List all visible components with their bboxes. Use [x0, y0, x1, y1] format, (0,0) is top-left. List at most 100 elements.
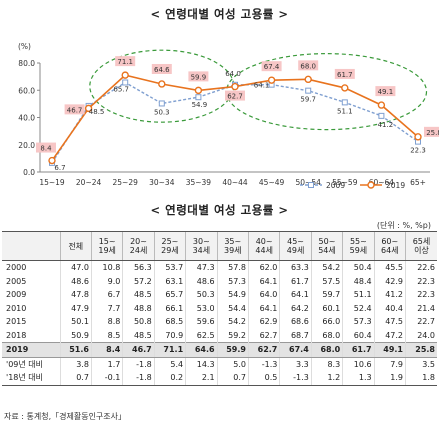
point-2019	[84, 104, 93, 113]
table-cell: 61.7	[342, 342, 375, 358]
table-row: 2010 47.9 7.7 48.8 66.1 53.0 54.4 64.1 64.2 60.1 5…	[2, 301, 437, 315]
table-cell: 70.9	[153, 328, 186, 343]
table-cell: 1.2	[310, 371, 343, 386]
data-label-2009: 59.7	[300, 96, 316, 104]
table-cell: 7.9	[373, 356, 406, 371]
y-tick-label: 0.0	[23, 168, 35, 177]
units-label: (단위 : %, %p)	[376, 221, 431, 230]
table-cell: 59.9	[216, 342, 249, 358]
table-cell: 22.3	[405, 274, 437, 288]
table-cell: 57.8	[216, 260, 249, 275]
table-cell: 54.4	[216, 301, 249, 315]
table-cell: 1.3	[342, 371, 375, 386]
table-cell: 46.7	[122, 342, 155, 358]
table-cell: 54.2	[310, 260, 343, 275]
x-tick-label: 30~34	[149, 178, 175, 187]
table-row: 2009 47.8 6.7 48.5 65.7 50.3 54.9 64.0 64.1 59.7 5…	[2, 288, 437, 302]
table-row: '18년 대비 0.7 -0.1 -1.8 0.2 2.1 0.7 0.5 -1.3 1.2 1.3…	[2, 371, 437, 386]
table-cell: 53.0	[185, 301, 218, 315]
table-cell: '18년 대비	[2, 371, 61, 386]
table-cell: 1.9	[373, 371, 406, 386]
data-label-2019: 71.1	[117, 58, 133, 66]
table-header-cell: 15~ 19세	[90, 231, 123, 261]
x-tick-label: 65+	[410, 178, 426, 187]
table-cell: 56.3	[122, 260, 155, 275]
table-cell: 9.0	[90, 274, 123, 288]
table-cell: 5.4	[153, 356, 186, 371]
table-cell: 51.6	[59, 342, 92, 358]
table-cell: 1.7	[90, 356, 123, 371]
table-cell: 57.2	[122, 274, 155, 288]
table-cell: 71.1	[153, 342, 186, 358]
table-cell: 0.7	[216, 371, 249, 386]
table-cell: 68.0	[310, 328, 343, 343]
table-cell: 64.1	[279, 288, 312, 302]
data-label-2009: 6.7	[54, 164, 65, 172]
table-cell: 8.4	[90, 342, 123, 358]
table-cell: 62.7	[247, 342, 280, 358]
data-label-2019: 46.7	[67, 106, 83, 114]
data-label-2009: 50.3	[154, 108, 170, 116]
table-cell: 3.3	[279, 356, 312, 371]
data-label-2019: 25.8	[426, 129, 439, 137]
table-header-cell: 25~ 29세	[153, 231, 186, 261]
table-cell: 48.6	[59, 274, 92, 288]
point-2019	[304, 75, 312, 84]
data-label-2009: 64.1	[254, 82, 270, 90]
table-cell: 62.9	[247, 315, 280, 329]
table-cell: 2018	[6, 330, 27, 340]
table-header-cell: 65세 이상	[405, 231, 437, 261]
table-cell: 54.2	[216, 315, 249, 329]
y-axis-unit: (%)	[18, 42, 31, 51]
table-cell: 66.1	[153, 301, 186, 315]
table-cell: 3.5	[405, 356, 437, 371]
table-header-cell: 40~ 44세	[247, 231, 280, 261]
table-cell: 48.6	[185, 274, 218, 288]
x-tick-label: 55~59	[332, 178, 358, 187]
table-cell: '09년 대비	[2, 356, 61, 371]
data-label-2019: 62.7	[227, 93, 243, 101]
data-label-2019: 67.4	[264, 63, 280, 71]
y-tick-label: 60.0	[18, 86, 35, 95]
table-cell: 59.2	[216, 328, 249, 343]
table-cell: 8.3	[310, 356, 343, 371]
table-cell: 64.6	[185, 342, 218, 358]
table-cell: 64.0	[247, 288, 280, 302]
data-label-2009: 65.7	[113, 85, 129, 93]
point-2009	[305, 87, 312, 94]
table-header-cell: 45~ 49세	[279, 231, 312, 261]
point-2019	[267, 76, 276, 84]
data-label-box-2019	[298, 60, 319, 71]
legend-label-2009: 2009	[326, 181, 345, 190]
table-cell: 10.6	[342, 356, 375, 371]
data-label-2019: 8.4	[40, 145, 52, 153]
table-cell: 68.7	[279, 328, 312, 343]
data-label-2009: 22.3	[410, 147, 426, 155]
legend-label-2019: 2019	[386, 181, 405, 190]
table-row: 2018 50.9 8.5 48.5 70.9 62.5 59.2 62.7 68.7 68.0 6…	[2, 328, 437, 343]
table-cell: 2005	[6, 276, 27, 286]
table-cell: 22.7	[405, 315, 437, 329]
legend-marker-2019	[367, 181, 375, 189]
table-cell: 8.5	[90, 328, 123, 343]
point-2019	[414, 133, 422, 141]
table-cell: 1.8	[405, 371, 437, 386]
table-cell: 0.7	[59, 371, 92, 386]
data-label-box-2019	[225, 90, 245, 101]
table-cell: 47.3	[185, 260, 218, 275]
table-cell: 50.4	[342, 260, 375, 275]
table-cell: 63.1	[153, 274, 186, 288]
table-cell: 49.1	[373, 342, 406, 358]
data-label-2019: 61.7	[337, 71, 353, 79]
point-2019	[341, 84, 349, 92]
table-cell: 62.0	[247, 260, 280, 275]
table-cell: -1.3	[279, 371, 312, 386]
table-header-row: 전체 15~ 19세 20~ 24세 25~ 29세 30~ 34세 35~ 39세 40~ 44세 45…	[2, 231, 437, 261]
x-tick-label: 35~39	[186, 178, 212, 187]
data-label-box-2019	[36, 142, 56, 153]
line-chart: (%) 0.0 20.0 40.0 60.0 80.0 15~19 20~24 25~29 30~…	[18, 42, 439, 190]
table-cell: 41.2	[373, 288, 406, 302]
data-label-box-2019	[375, 86, 396, 97]
point-2019	[48, 156, 56, 165]
data-label-box-2019	[115, 56, 136, 67]
